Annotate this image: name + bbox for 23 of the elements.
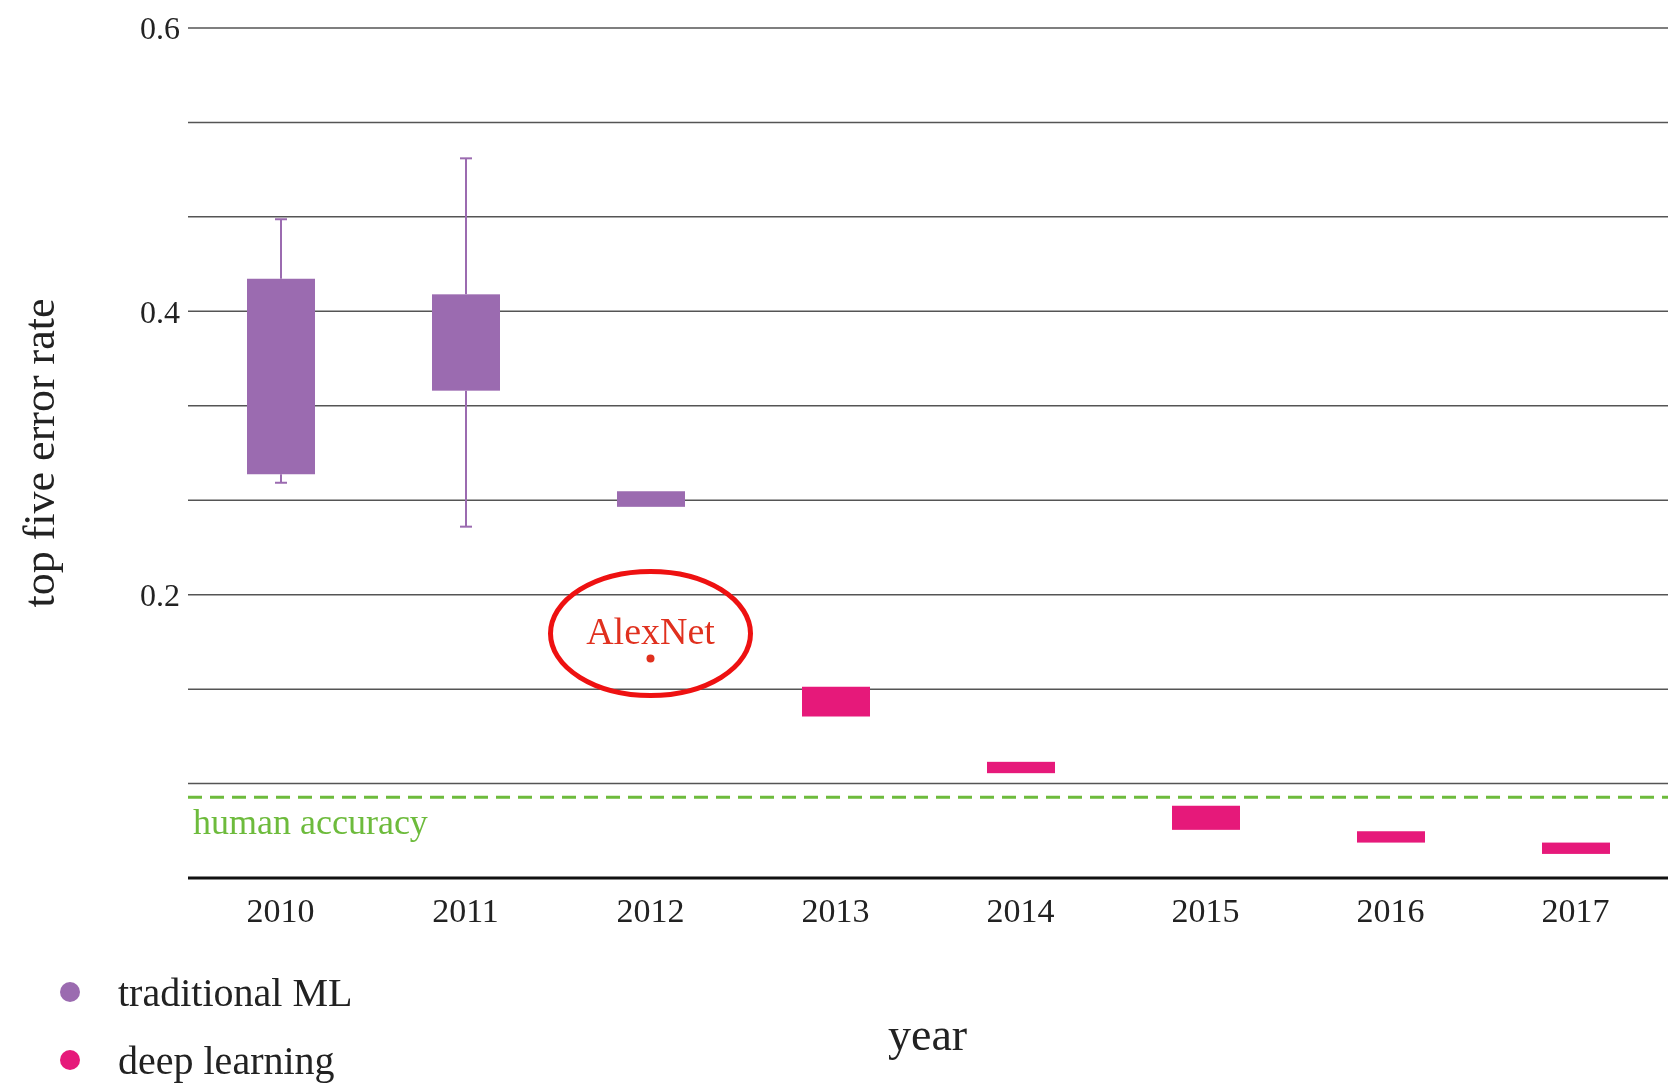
legend-label: deep learning [118, 1036, 335, 1084]
x-tick-label: 2013 [801, 892, 870, 930]
annotation: AlexNet [586, 610, 716, 653]
x-tick-label: 2016 [1356, 892, 1425, 930]
y-tick-label: 0.2 [140, 577, 180, 614]
x-tick-label: 2017 [1541, 892, 1610, 930]
bar [1357, 831, 1425, 843]
x-tick-label: 2014 [986, 892, 1055, 930]
legend-label: traditional ML [118, 968, 353, 1016]
bar [1172, 805, 1240, 830]
y-tick-label: 0.6 [140, 10, 180, 47]
bar [802, 686, 870, 717]
bar [987, 761, 1055, 774]
x-tick-label: 2015 [1171, 892, 1240, 930]
x-tick-label: 2010 [246, 892, 315, 930]
x-tick-label: 2011 [432, 892, 499, 930]
bar [1542, 842, 1610, 854]
ref-line-label: human accuracy [193, 802, 428, 843]
x-axis-title: year [888, 1008, 968, 1061]
bar [617, 491, 685, 507]
y-tick-label: 0.4 [140, 293, 180, 330]
x-tick-label: 2012 [616, 892, 685, 930]
y-axis-title: top five error rate [14, 298, 64, 608]
